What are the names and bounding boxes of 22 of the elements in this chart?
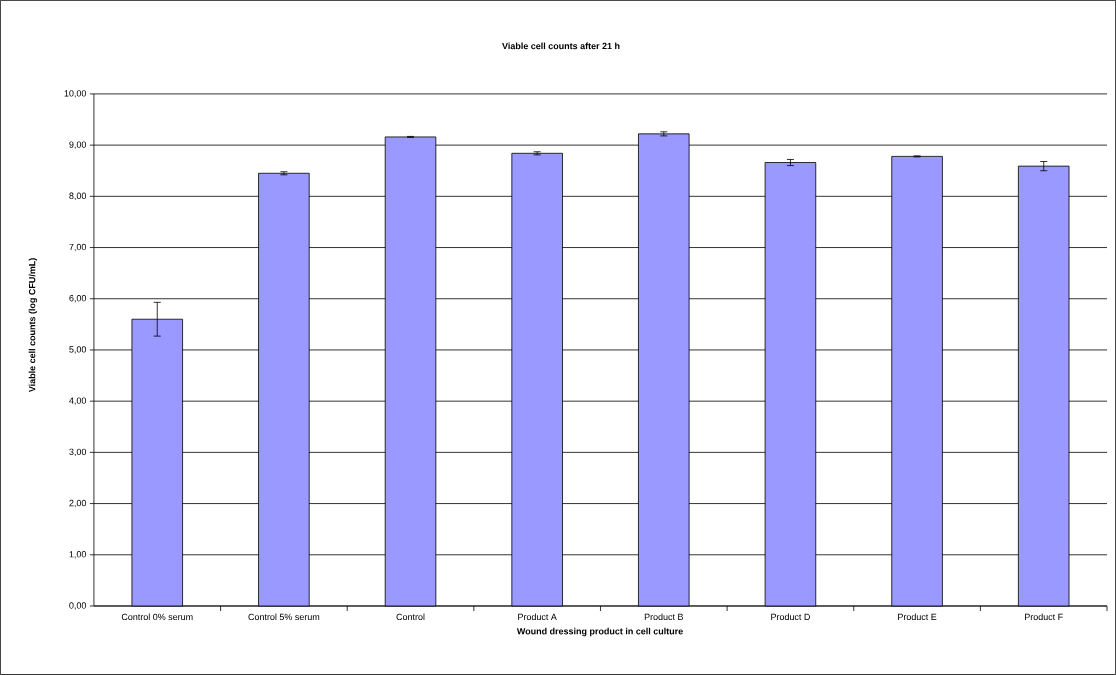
x-axis-title: Wound dressing product in cell culture <box>516 627 683 637</box>
y-tick-label: 2,00 <box>69 499 87 508</box>
x-tick-label: Product D <box>771 613 810 621</box>
chart-title: Viable cell counts after 21 h <box>502 42 620 50</box>
y-tick-label: 10,00 <box>64 90 87 98</box>
x-tick-label: Product E <box>898 613 937 621</box>
x-tick-label: Product F <box>1025 613 1063 621</box>
y-tick-label: 3,00 <box>69 448 87 457</box>
y-tick-label: 7,00 <box>69 243 87 252</box>
y-tick-label: 0,00 <box>69 602 87 610</box>
x-tick-label: Control <box>396 613 425 621</box>
y-tick-label: 8,00 <box>69 192 87 201</box>
y-tick-label: 4,00 <box>69 397 87 405</box>
y-tick-label: 9,00 <box>69 141 87 149</box>
x-tick-label: Control 0% serum <box>121 613 193 621</box>
x-tick-label: Product A <box>518 613 557 621</box>
x-tick-label: Control 5% serum <box>248 613 320 621</box>
y-tick-label: 6,00 <box>69 295 87 303</box>
y-axis-title: Viable cell counts (log CFU/mL) <box>28 258 38 393</box>
x-tick-label: Product B <box>644 613 684 621</box>
y-tick-label: 5,00 <box>69 346 87 354</box>
y-tick-label: 1,00 <box>69 551 87 559</box>
